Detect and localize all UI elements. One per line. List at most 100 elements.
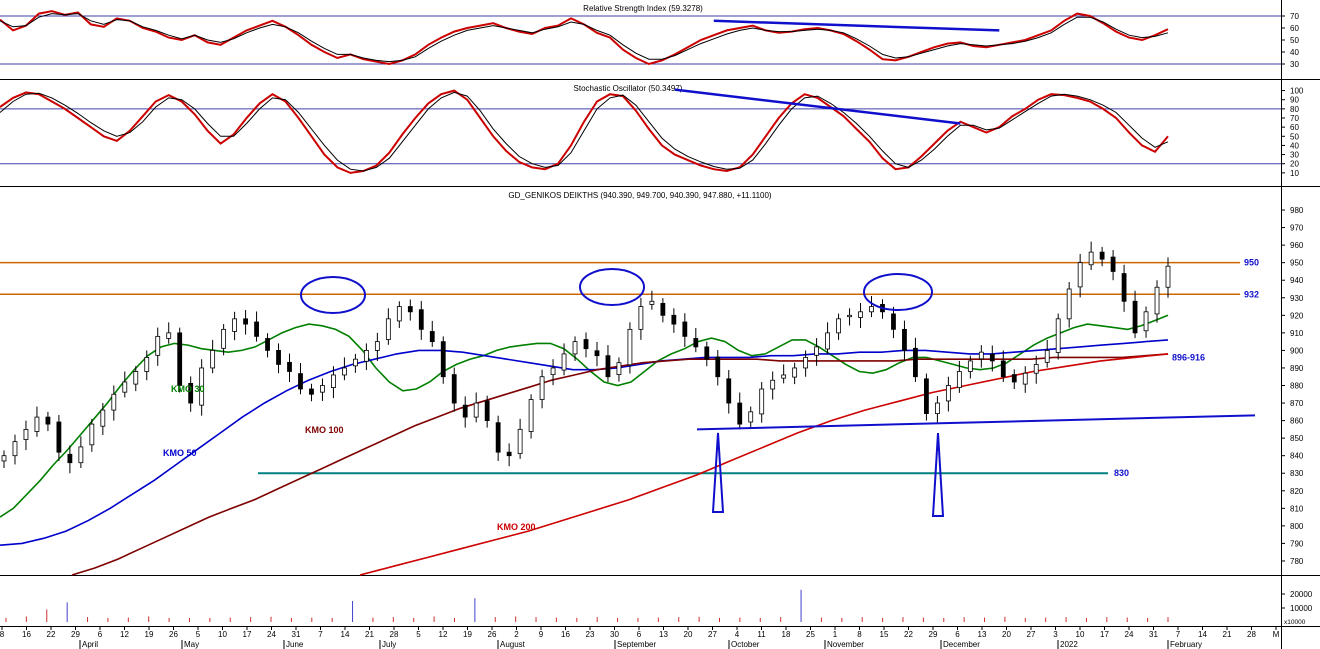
x-month-label-7: November	[827, 640, 864, 649]
x-month-label-6: October	[731, 640, 760, 649]
candle-body-0	[1, 455, 7, 462]
candle-body-76	[836, 318, 841, 334]
candle-body-98	[1077, 262, 1083, 288]
x-day-label-3: 29	[71, 630, 80, 639]
price-yticks: 780 790 800 810 820 830 840 850 860 870 880 890 900 9…	[1281, 206, 1304, 566]
candle-body-47	[517, 428, 523, 454]
ma-label-kmo100: KMO 100	[305, 425, 344, 435]
candle-body-1	[12, 441, 18, 457]
arrow-2	[931, 432, 945, 517]
candle-body-106	[1165, 265, 1171, 288]
price-ytick-label-10: 880	[1290, 382, 1304, 391]
ma-labels: KMO 30 KMO 50 KMO 100 KMO 200	[163, 384, 536, 532]
price-ytick-label-16: 940	[1290, 276, 1304, 285]
support-trendline	[696, 414, 1256, 431]
candle-body-67	[737, 402, 743, 425]
candle-body-16	[177, 332, 183, 386]
price-ytick-label-14: 920	[1290, 311, 1304, 320]
candle-body-54	[594, 350, 600, 357]
x-day-label-20: 26	[488, 630, 497, 639]
rsi-series-1	[0, 13, 1169, 63]
x-month-label-1: May	[184, 640, 199, 649]
ma-line-2	[71, 353, 1169, 576]
price-ytick-label-8: 860	[1290, 417, 1304, 426]
x-day-label-1: 16	[22, 630, 31, 639]
candle-body-2	[23, 428, 29, 440]
price-panel: GD_GENIKOS DEIKTHS (940.390, 949.700, 94…	[0, 191, 1304, 576]
candle-body-7	[78, 446, 84, 464]
candle-body-85	[934, 402, 940, 414]
candle-body-103	[1132, 300, 1138, 334]
candle-body-89	[978, 351, 984, 360]
x-day-label-24: 23	[586, 630, 595, 639]
price-title: GD_GENIKOS DEIKTHS (940.390, 949.700, 94…	[508, 191, 772, 200]
x-month-label-0: April	[82, 640, 98, 649]
volume-yticks: 10000 20000	[1281, 590, 1313, 613]
volume-bars	[5, 589, 1169, 622]
x-day-label-22: 9	[539, 630, 544, 639]
x-day-label-4: 6	[98, 630, 103, 639]
candle-body-71	[781, 374, 787, 379]
price-ytick-label-0: 780	[1290, 557, 1304, 566]
price-ytick-label-5: 830	[1290, 469, 1304, 478]
price-ytick-label-20: 980	[1290, 206, 1304, 215]
candle-body-33	[363, 350, 369, 362]
rsi-hlines	[0, 15, 1281, 65]
candle-body-40	[440, 341, 446, 378]
candle-body-39	[429, 331, 435, 343]
x-day-label-30: 4	[735, 630, 740, 639]
price-ytick-label-6: 840	[1290, 452, 1304, 461]
x-day-label-46: 24	[1125, 630, 1134, 639]
x-day-label-39: 6	[955, 630, 960, 639]
candle-body-53	[583, 339, 589, 350]
candle-body-44	[484, 400, 490, 421]
x-month-label-5: September	[617, 640, 656, 649]
candle-body-14	[155, 335, 161, 356]
candle-body-102	[1121, 273, 1127, 302]
candle-body-6	[67, 453, 73, 464]
price-ytick-label-2: 800	[1290, 522, 1304, 531]
candle-body-95	[1044, 350, 1050, 363]
x-day-label-37: 22	[904, 630, 913, 639]
level-label-1: 932	[1244, 289, 1259, 299]
candle-body-19	[210, 350, 216, 369]
ma-label-kmo50: KMO 50	[163, 448, 197, 458]
x-day-label-23: 16	[561, 630, 570, 639]
candle-body-4	[45, 416, 51, 425]
candle-body-21	[232, 318, 238, 332]
stochastic-title: Stochastic Oscillator (50.3497)	[574, 84, 683, 93]
x-day-label-26: 6	[637, 630, 642, 639]
candle-body-60	[660, 302, 666, 316]
candle-body-30	[331, 374, 336, 389]
x-day-label-48: 7	[1176, 630, 1181, 639]
candle-body-65	[715, 356, 721, 378]
x-day-label-45: 17	[1100, 630, 1109, 639]
price-ytick-label-3: 810	[1290, 504, 1304, 513]
price-ytick-label-15: 930	[1290, 294, 1304, 303]
x-day-label-33: 25	[806, 630, 815, 639]
x-month-label-10: February	[1170, 640, 1202, 649]
candle-body-25	[276, 350, 281, 365]
x-day-label-28: 20	[684, 630, 693, 639]
candle-body-99	[1088, 251, 1094, 266]
stoch-series-1	[0, 91, 1169, 172]
candle-body-68	[748, 411, 754, 423]
ma-line-0	[0, 314, 1169, 518]
candle-body-61	[671, 314, 677, 325]
candle-body-82	[902, 328, 907, 351]
candle-body-79	[869, 306, 874, 313]
stoch-ytick-label-7: 80	[1290, 105, 1299, 114]
price-ytick-label-4: 820	[1290, 487, 1304, 496]
candle-body-31	[342, 367, 347, 376]
rsi-series	[0, 10, 1169, 66]
candle-body-77	[847, 314, 852, 318]
candle-body-37	[407, 306, 413, 313]
candle-body-11	[122, 381, 128, 393]
candle-body-52	[572, 341, 578, 355]
candle-body-43	[473, 402, 479, 418]
candle-body-56	[616, 362, 622, 376]
candle-body-29	[320, 385, 325, 393]
stoch-ytick-label-9: 100	[1290, 87, 1304, 96]
candle-body-105	[1154, 286, 1160, 315]
x-day-label-14: 14	[341, 630, 350, 639]
